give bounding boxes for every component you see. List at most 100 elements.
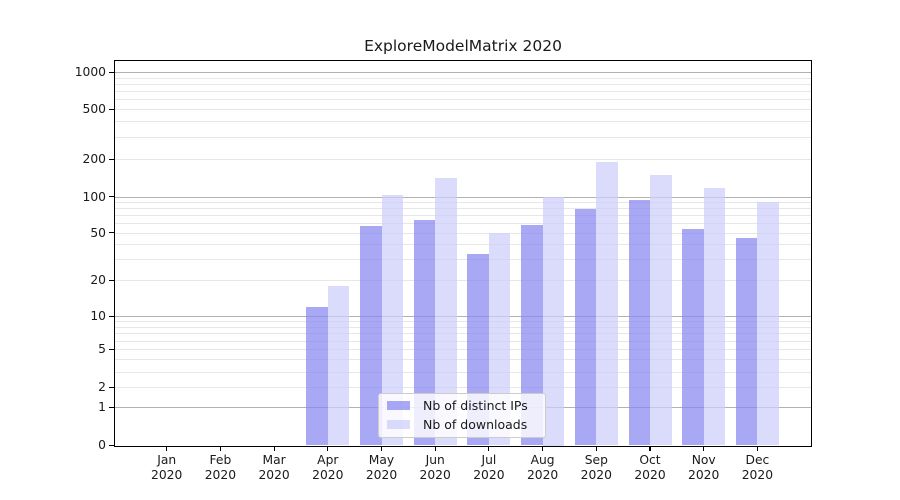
y-gridline-minor [115,349,812,350]
y-tick-mark [109,196,114,198]
x-tick-mark [273,446,275,451]
x-tick-mark [703,446,705,451]
x-tick-mark [649,446,651,451]
y-tick-label: 5 [98,342,106,356]
y-tick-label: 2 [98,380,106,395]
x-tick-mark [434,446,436,451]
x-tick-label: Mar 2020 [258,452,290,483]
y-gridline-minor [115,333,812,335]
y-gridline-minor [115,109,812,111]
x-tick-label: Jan 2020 [151,452,183,483]
y-tick-label: 200 [82,152,106,166]
x-tick-mark [327,446,329,451]
y-gridline-minor [115,340,812,342]
bar-oct-downloads [650,174,672,446]
y-tick-label: 1 [98,400,106,415]
bar-aug-ips [521,224,543,446]
y-tick-label: 500 [82,102,106,117]
y-gridline-major [115,316,812,317]
y-tick-mark [109,386,114,388]
y-tick-mark [109,232,114,234]
legend: Nb of distinct IPs Nb of downloads [378,392,546,438]
y-tick-mark [109,108,114,110]
bar-apr-ips [306,306,328,446]
y-tick-label: 0 [98,438,106,452]
legend-swatch-downloads [387,420,410,429]
bar-sep-downloads [596,162,618,446]
bar-dec-downloads [757,202,779,446]
y-gridline-major [115,196,812,198]
y-tick-mark [109,348,114,350]
y-gridline-minor [115,208,812,210]
y-tick-label: 20 [90,273,106,287]
bar-nov-ips [682,228,704,446]
plot-area [114,59,812,447]
y-gridline-minor [115,371,812,373]
y-gridline-minor [115,326,812,328]
bar-jul-downloads [488,232,511,446]
x-tick-label: Jul 2020 [473,452,505,483]
x-tick-label: Nov 2020 [688,452,720,483]
y-tick-mark [109,444,114,446]
y-gridline-minor [115,387,812,389]
y-gridline-minor [115,321,812,323]
y-gridline-minor [115,137,812,138]
y-tick-mark [109,158,114,160]
x-tick-mark [756,446,758,451]
legend-swatch-distinct-ips [387,401,410,410]
x-tick-label: Aug 2020 [526,452,559,483]
x-tick-label: May 2020 [365,452,398,483]
y-gridline-minor [115,259,812,261]
bar-oct-ips [628,200,650,446]
y-gridline-minor [115,215,812,217]
y-gridline-minor [115,359,812,361]
x-tick-mark [542,446,544,451]
x-tick-mark [380,446,383,451]
x-tick-label: Oct 2020 [634,452,666,483]
y-tick-mark [109,279,114,281]
y-gridline-minor [115,232,812,234]
y-tick-label: 1000 [74,65,106,79]
y-gridline-minor [115,99,812,101]
legend-item-distinct-ips: Nb of distinct IPs [387,398,545,413]
y-gridline-minor [115,84,812,85]
chart-title: ExploreModelMatrix 2020 [364,37,562,55]
x-tick-label: Sep 2020 [580,452,612,483]
y-tick-mark [109,315,114,317]
y-gridline-minor [115,121,812,123]
y-tick-label: 100 [82,189,106,204]
bar-may-ips [360,225,382,446]
x-tick-mark [595,446,597,451]
x-tick-mark [488,446,490,451]
legend-label-downloads: Nb of downloads [423,417,528,432]
y-tick-label: 10 [90,309,106,323]
y-gridline-minor [115,202,812,203]
y-gridline-minor [115,280,812,281]
y-gridline-minor [115,159,812,160]
legend-item-downloads: Nb of downloads [387,417,545,432]
y-gridline-minor [115,91,812,93]
bar-sep-ips [574,209,597,446]
x-tick-mark [166,446,168,451]
y-tick-label: 50 [90,225,106,240]
bar-jun-downloads [435,178,457,446]
y-gridline-major [115,72,812,73]
y-tick-mark [109,71,114,73]
y-gridline-minor [115,244,812,246]
x-tick-label: Dec 2020 [741,452,774,483]
x-tick-mark [219,446,221,451]
x-tick-label: Feb 2020 [204,452,237,483]
y-tick-mark [109,406,114,408]
bar-nov-downloads [703,187,726,446]
bar-dec-ips [735,238,758,446]
bar-may-downloads [381,195,403,446]
x-tick-label: Jun 2020 [419,452,451,483]
legend-label-distinct-ips: Nb of distinct IPs [423,398,528,413]
bar-jun-ips [413,219,436,446]
bar-aug-downloads [542,196,565,446]
x-tick-label: Apr 2020 [312,452,344,483]
y-gridline-minor [115,223,812,225]
y-gridline-minor [115,77,812,79]
bar-apr-downloads [327,285,350,446]
